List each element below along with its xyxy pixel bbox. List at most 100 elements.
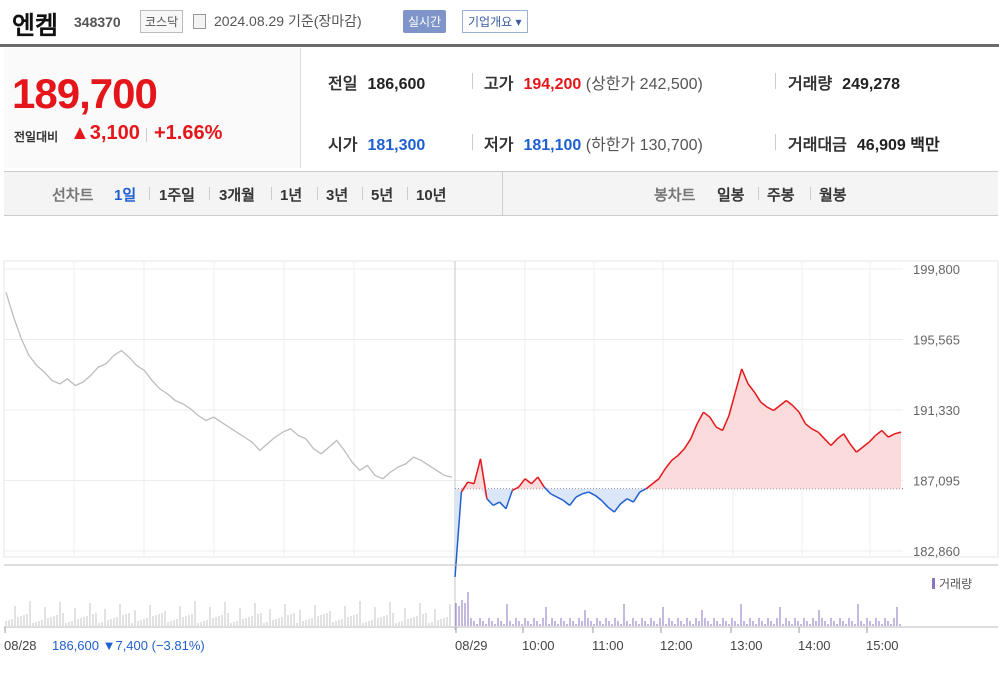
tab-1y[interactable]: 1년 [280, 187, 303, 204]
price-line-segment [721, 415, 730, 431]
stat-label: 시가 [328, 137, 358, 154]
price-line-segment [804, 423, 813, 430]
divider [502, 172, 503, 215]
price-line-segment [811, 428, 819, 433]
tab-monthly[interactable]: 월봉 [819, 187, 847, 204]
price-line-segment [792, 404, 800, 413]
stat-volume: 거래량 249,278 [788, 70, 900, 94]
volume-legend-icon [932, 578, 935, 589]
price-line-segment [543, 486, 552, 495]
stat-value: 181,100 [523, 137, 582, 154]
stat-open: 시가 181,300 [328, 131, 425, 155]
price-line-segment [588, 491, 596, 497]
stock-name: 엔켐 [12, 12, 59, 40]
price-line-segment [518, 478, 526, 488]
x-tick-label: 08/28 [4, 638, 37, 653]
chart-tabs: 선차트 1일 1주일 3개월 1년 3년 5년 10년 봉차트 일봉 주봉 월봉 [4, 171, 998, 216]
up-area [455, 368, 901, 489]
y-tick-label: 187,095 [913, 474, 960, 489]
tab-1d[interactable]: 1일 [114, 187, 137, 204]
x-tick-label: 15:00 [866, 638, 899, 653]
calendar-icon [193, 14, 206, 29]
divider [271, 187, 272, 200]
divider [146, 128, 147, 142]
price-line-segment [499, 501, 507, 510]
divider [810, 187, 811, 200]
y-tick-label: 182,860 [913, 544, 960, 559]
price-line-segment [575, 493, 583, 498]
tab-3m[interactable]: 3개월 [219, 187, 255, 204]
plot-frame [3, 260, 999, 558]
price-line-segment [550, 493, 558, 498]
price-line-segment [779, 399, 787, 407]
stat-value: 194,200 [523, 76, 582, 93]
price-line-segment [677, 448, 685, 456]
stat-low: 저가 181,100 (하한가 130,700) [484, 131, 703, 155]
prev-day-summary: 186,600 ▼7,400 (−3.81%) [52, 638, 205, 653]
price-line-segment [530, 476, 539, 485]
price-line-segment [537, 476, 545, 488]
price-line-segment [887, 433, 895, 438]
price-line-segment [855, 446, 864, 453]
price-line-segment [824, 438, 832, 446]
y-tick-label: 191,330 [913, 403, 960, 418]
price-line-segment [454, 492, 463, 578]
price-line-segment [594, 494, 603, 501]
x-tick-label: 12:00 [660, 638, 693, 653]
prev-day-line [5, 292, 453, 480]
tab-10y[interactable]: 10년 [416, 187, 447, 204]
price-line-segment [524, 478, 532, 485]
divider [472, 134, 473, 150]
price-line-segment [715, 426, 723, 432]
divider [407, 187, 408, 200]
divider [472, 73, 473, 89]
price-line-segment [683, 438, 692, 450]
price-line-segment [734, 368, 743, 393]
price-line-segment [479, 458, 488, 499]
upper-limit: (상한가 242,500) [585, 76, 703, 93]
stat-value: 181,300 [367, 137, 426, 154]
price-line-segment [671, 454, 679, 462]
tab-3y[interactable]: 3년 [326, 187, 349, 204]
tab-5y[interactable]: 5년 [371, 187, 394, 204]
price-line-segment [881, 429, 889, 438]
lower-limit: (하한가 130,700) [585, 137, 703, 154]
price-line-segment [709, 416, 717, 428]
stat-value: 249,278 [842, 76, 901, 93]
price-line-segment [690, 423, 698, 440]
x-tick-label: 13:00 [730, 638, 763, 653]
x-tick-label: 11:00 [592, 638, 624, 653]
price-line-segment [875, 429, 883, 437]
change-percent: +1.66% [154, 122, 223, 144]
change-label: 전일대비 [14, 130, 59, 144]
price-line-segment [652, 478, 660, 485]
price-line-segment [817, 431, 826, 440]
price-line-segment [626, 498, 634, 503]
price-line-segment [741, 368, 749, 385]
price-line-segment [601, 499, 609, 508]
stock-code: 348370 [74, 14, 121, 30]
price-line-segment [473, 458, 482, 484]
price-line-segment [492, 501, 500, 507]
price-line-segment [632, 491, 641, 503]
tab-1w[interactable]: 1주일 [159, 187, 195, 204]
stat-label: 거래량 [788, 76, 833, 93]
price-line-segment [830, 438, 838, 446]
market-badge: 코스닥 [140, 10, 184, 33]
price-line-segment [505, 490, 514, 509]
realtime-button[interactable]: 실시간 [403, 10, 447, 33]
price-line-segment [582, 491, 589, 495]
price-line-segment [849, 443, 857, 453]
price-line-segment [760, 401, 768, 408]
stat-prev: 전일 186,600 [328, 70, 425, 94]
price-line-segment [486, 498, 494, 506]
tab-weekly[interactable]: 주봉 [767, 187, 795, 204]
current-price: 189,700 [12, 70, 158, 117]
x-tick-label: 14:00 [798, 638, 831, 653]
price-line-segment [785, 399, 794, 407]
company-overview-dropdown[interactable]: 기업개요 ▾ [462, 10, 528, 33]
stat-label: 고가 [484, 76, 514, 93]
tab-daily[interactable]: 일봉 [717, 187, 745, 204]
price-line-segment [511, 486, 520, 492]
